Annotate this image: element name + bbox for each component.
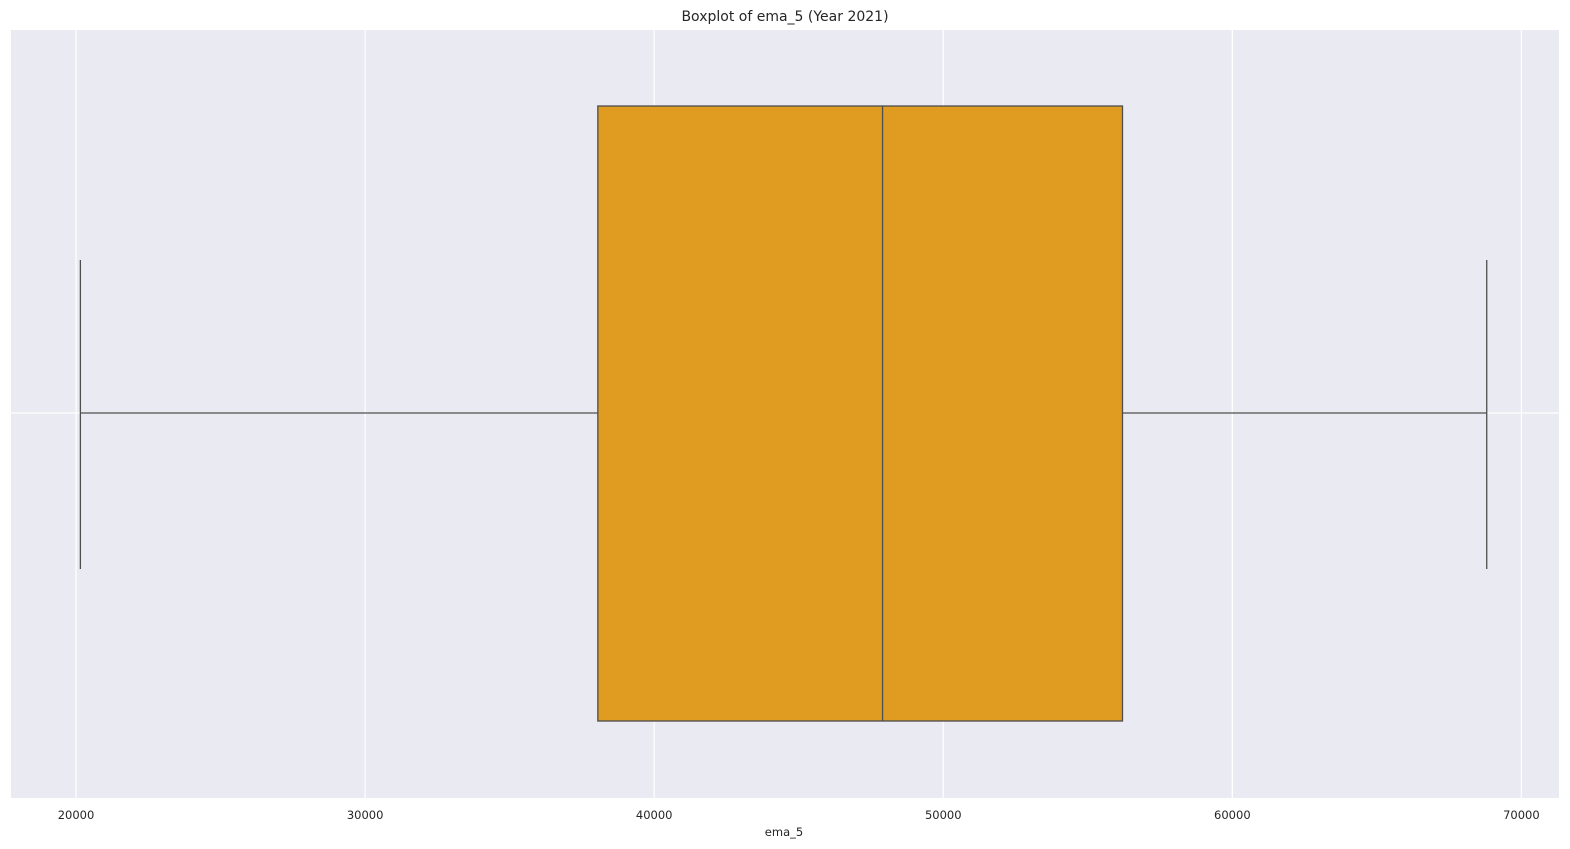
x-tick-label: 40000 [636,808,673,822]
x-tick-label: 30000 [347,808,384,822]
x-tick-label: 70000 [1503,808,1540,822]
x-tick-labels: 20000 30000 40000 50000 60000 70000 [58,808,1540,822]
x-axis-label: ema_5 [765,825,803,839]
x-tick-label: 50000 [925,808,962,822]
chart-title: Boxplot of ema_5 (Year 2021) [681,9,888,25]
interquartile-box [597,105,1124,722]
boxplot [79,105,1488,722]
x-tick-label: 60000 [1214,808,1251,822]
x-tick-label: 20000 [58,808,95,822]
